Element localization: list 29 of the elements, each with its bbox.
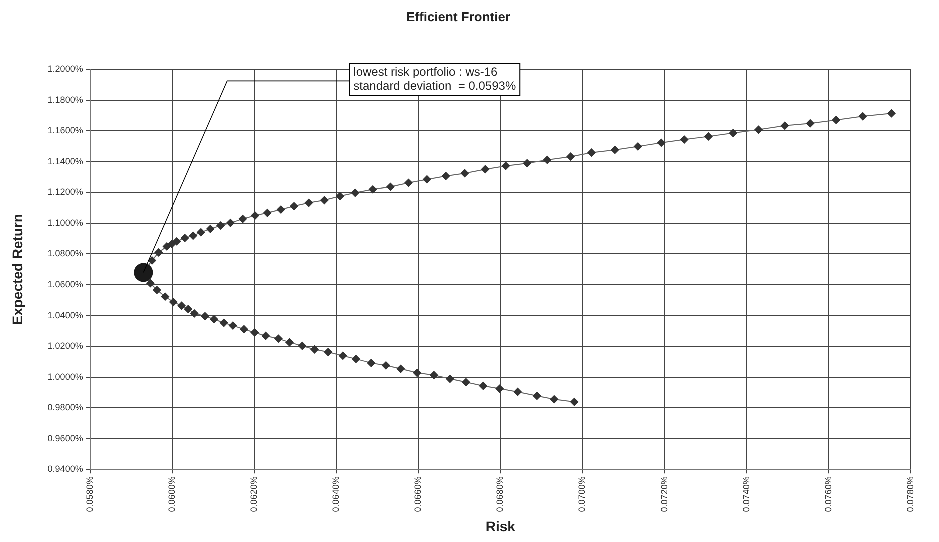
y-tick-label: 0.9400% (48, 464, 84, 474)
y-axis-title: Expected Return (9, 214, 26, 326)
x-tick-label: 0.0780% (905, 476, 916, 512)
y-tick-label: 1.1800% (48, 94, 84, 105)
y-tick-label: 1.1000% (48, 218, 84, 228)
x-axis-title: Risk (486, 518, 516, 534)
x-tick-label: 0.0760% (823, 476, 834, 512)
x-tick-label: 0.0660% (413, 476, 424, 512)
y-tick-label: 1.0600% (48, 280, 84, 290)
y-tick-label: 1.1400% (48, 156, 84, 166)
x-tick-label: 0.0700% (577, 476, 588, 512)
x-tick-label: 0.0680% (495, 476, 506, 512)
x-tick-label: 0.0600% (166, 476, 177, 512)
y-tick-label: 0.9800% (48, 402, 84, 413)
annotation: lowest risk portfolio : ws-16 standard deviation = 0.0593% (354, 64, 516, 93)
chart-title: Efficient Frontier (406, 9, 511, 24)
y-tick-label: 1.0400% (48, 310, 84, 320)
x-tick-label: 0.0620% (248, 476, 259, 512)
y-tick-label: 0.9600% (48, 433, 84, 444)
x-tick-label: 0.0580% (84, 476, 95, 512)
y-tick-label: 1.2000% (48, 64, 84, 74)
x-tick-label: 0.0720% (659, 476, 670, 512)
y-tick-label: 1.1200% (48, 187, 84, 198)
y-tick-label: 1.0000% (48, 372, 84, 382)
y-tick-label: 1.0200% (48, 341, 84, 352)
x-tick-label: 0.0740% (741, 476, 752, 512)
x-tick-label: 0.0640% (331, 476, 342, 512)
y-tick-label: 1.1600% (48, 126, 84, 136)
y-tick-label: 1.0800% (48, 248, 84, 259)
